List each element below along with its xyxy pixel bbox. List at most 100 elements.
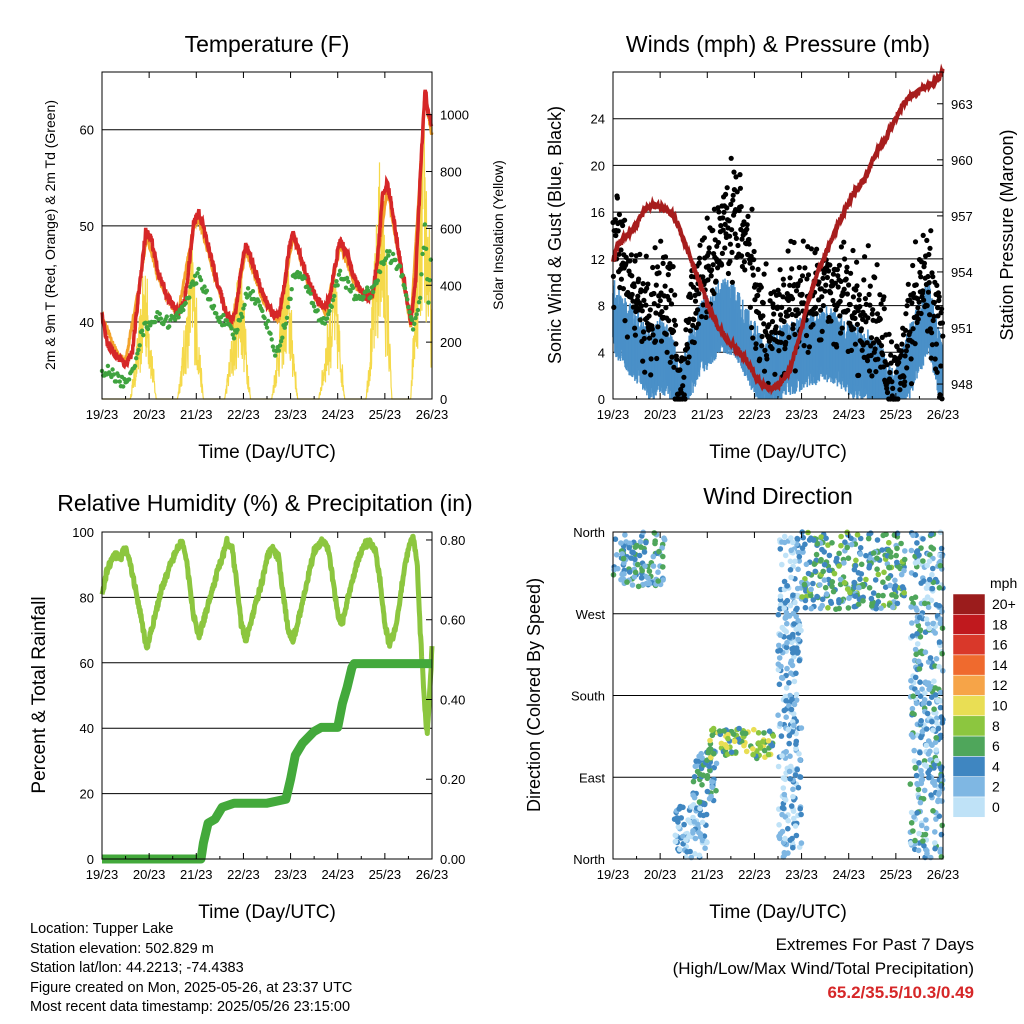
direction-point: [841, 560, 847, 566]
direction-point: [917, 749, 923, 756]
direction-point: [911, 758, 918, 764]
direction-point: [791, 678, 798, 685]
gust-point: [905, 281, 911, 287]
gust-point: [644, 285, 650, 291]
gust-point: [810, 322, 816, 328]
gust-point: [663, 305, 669, 311]
gust-point: [682, 356, 688, 362]
gust-point: [920, 232, 926, 238]
gust-point: [822, 288, 828, 294]
direction-point: [731, 738, 738, 745]
dewpoint-point: [284, 315, 290, 320]
y-tick-label-left: 20: [591, 158, 605, 173]
direction-point: [918, 718, 924, 724]
dewpoint-point: [370, 289, 376, 295]
gust-point: [750, 335, 756, 341]
gust-point: [799, 273, 806, 279]
direction-point: [916, 830, 922, 837]
direction-point: [853, 557, 859, 564]
direction-point: [802, 541, 808, 548]
direction-point: [626, 569, 633, 575]
direction-point: [908, 820, 915, 826]
gust-point: [924, 237, 930, 243]
direction-point: [939, 553, 945, 559]
info-created: Figure created on Mon, 2025-05-26, at 23…: [30, 979, 353, 996]
gust-point: [760, 313, 766, 319]
direction-point: [796, 623, 803, 629]
gust-point: [739, 253, 745, 259]
gust-point: [850, 247, 856, 254]
humidity-panel: Relative Humidity (%) & Precipitation (i…: [29, 490, 473, 923]
direction-point: [656, 548, 662, 555]
direction-point: [851, 603, 858, 610]
x-tick-label: 24/23: [832, 867, 865, 882]
direction-point: [787, 558, 794, 565]
direction-point: [901, 567, 907, 574]
direction-point: [782, 614, 789, 621]
gust-point: [760, 300, 766, 306]
direction-point: [707, 737, 713, 744]
extremes-box: Extremes For Past 7 Days (High/Low/Max W…: [673, 933, 974, 1005]
direction-point: [837, 576, 844, 583]
y-tick-label-left: 8: [598, 299, 605, 314]
gust-point: [866, 368, 873, 374]
y-tick-label-left: 24: [591, 112, 605, 127]
direction-point: [791, 701, 798, 708]
gust-point: [836, 262, 843, 268]
direction-point: [783, 748, 789, 755]
direction-point: [796, 751, 802, 757]
direction-point: [788, 574, 794, 581]
dewpoint-point: [222, 322, 227, 327]
y-tick-label-right: 0.80: [440, 533, 465, 548]
gust-point: [867, 302, 873, 308]
gust-point: [755, 292, 761, 298]
gust-point: [908, 381, 915, 387]
direction-point: [794, 766, 800, 773]
gust-point: [737, 185, 744, 191]
direction-point: [637, 539, 644, 545]
direction-point: [926, 625, 933, 632]
gust-point: [781, 282, 787, 288]
gust-point: [747, 304, 754, 310]
gust-point: [640, 281, 646, 287]
direction-point: [786, 740, 792, 747]
direction-point: [777, 606, 783, 612]
dewpoint-point: [410, 327, 416, 332]
gust-point: [761, 321, 767, 327]
gust-point: [773, 324, 779, 330]
gust-point: [862, 254, 868, 260]
direction-point: [652, 540, 658, 547]
gust-point: [918, 310, 924, 317]
direction-point: [909, 620, 915, 626]
x-tick-label: 19/23: [597, 867, 630, 882]
info-latlon: Station lat/lon: 44.2213; -74.4383: [30, 960, 244, 976]
gust-point: [845, 307, 851, 313]
gust-point: [772, 371, 778, 377]
direction-point: [631, 574, 638, 580]
direction-point: [780, 805, 787, 812]
x-tick-label: 23/23: [274, 867, 307, 882]
direction-point: [692, 835, 699, 842]
direction-point: [857, 576, 863, 582]
direction-point: [672, 838, 679, 845]
dewpoint-point: [288, 296, 293, 302]
direction-point: [914, 607, 920, 613]
y-tick-label-right: 957: [951, 209, 973, 224]
dewpoint-point: [229, 326, 234, 331]
colorbar-label: 4: [992, 758, 1000, 774]
dewpoint-point: [175, 310, 180, 315]
gust-point: [695, 321, 702, 327]
gust-point: [656, 270, 662, 276]
gust-point: [932, 356, 938, 362]
direction-point: [629, 582, 636, 588]
direction-point: [929, 742, 935, 748]
direction-point: [792, 599, 798, 606]
direction-point: [627, 540, 633, 547]
dewpoint-point: [387, 249, 392, 254]
direction-point: [619, 551, 625, 557]
gust-point: [896, 359, 902, 365]
direction-point: [909, 633, 916, 639]
direction-point: [781, 627, 787, 633]
gust-point: [785, 297, 792, 303]
